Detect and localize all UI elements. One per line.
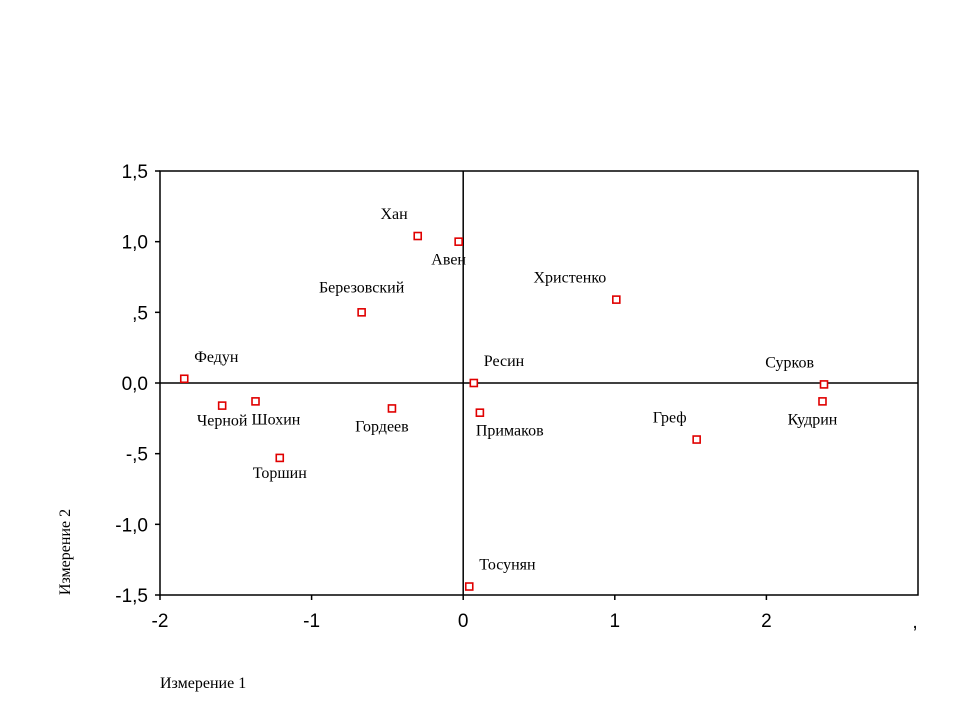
- point-label: Авен: [431, 252, 466, 269]
- data-point: [413, 231, 423, 241]
- point-label: Хан: [381, 206, 409, 223]
- data-point: [464, 582, 474, 591]
- data-point: [819, 380, 829, 389]
- data-point: [692, 435, 701, 444]
- y-tick-marks: [155, 170, 160, 596]
- data-points: [179, 231, 829, 591]
- point-label: Гордеев: [355, 418, 409, 435]
- data-point: [179, 374, 189, 384]
- data-point: [387, 404, 397, 413]
- y-tick-label: -,5: [126, 445, 148, 466]
- data-point: [275, 453, 285, 463]
- x-tick-marks: [159, 595, 768, 600]
- point-label: Ресин: [484, 353, 525, 370]
- x-tick-labels: -2 -1 0 1 2: [152, 611, 772, 632]
- point-label: Торшин: [253, 465, 307, 482]
- y-tick-label: 1,0: [122, 233, 148, 254]
- data-point: [217, 401, 227, 410]
- point-label: Греф: [653, 410, 687, 427]
- data-point: [251, 397, 260, 406]
- data-point: [818, 397, 827, 406]
- x-tick-label: 2: [761, 611, 772, 632]
- point-label: Шохин: [252, 411, 301, 428]
- data-point: [469, 378, 479, 388]
- y-tick-label: -1,5: [115, 586, 148, 607]
- data-point: [475, 408, 485, 417]
- data-point: [454, 237, 463, 246]
- point-labels: Хан Авен Березовский Федун Черной Шохин Торшин…: [194, 206, 838, 574]
- point-label: Черной: [197, 413, 248, 430]
- y-axis-title: Измерение 2: [57, 509, 74, 595]
- point-label: Тосунян: [479, 557, 536, 574]
- point-label: Федун: [194, 349, 239, 366]
- y-tick-labels: 1,5 1,0 ,5 0,0 -,5 -1,0 -1,5: [115, 162, 148, 607]
- y-tick-label: -1,0: [115, 515, 148, 536]
- x-tick-label: 1: [610, 611, 621, 632]
- data-point: [612, 295, 621, 304]
- x-tick-label: 0: [458, 611, 469, 632]
- point-label: Христенко: [533, 270, 606, 287]
- x-tick-label: -1: [303, 611, 320, 632]
- point-label: Примаков: [476, 423, 544, 440]
- x-axis-title: Измерение 1: [160, 675, 246, 692]
- y-tick-label: 1,5: [122, 162, 148, 183]
- point-label: Сурков: [765, 354, 814, 371]
- point-label: Березовский: [319, 279, 405, 296]
- y-tick-label: ,5: [132, 303, 148, 324]
- x-tick-label-partial: ,: [912, 612, 917, 633]
- data-point: [357, 308, 366, 317]
- point-label: Кудрин: [788, 411, 838, 428]
- y-tick-label: 0,0: [122, 374, 148, 395]
- x-tick-label: -2: [152, 611, 169, 632]
